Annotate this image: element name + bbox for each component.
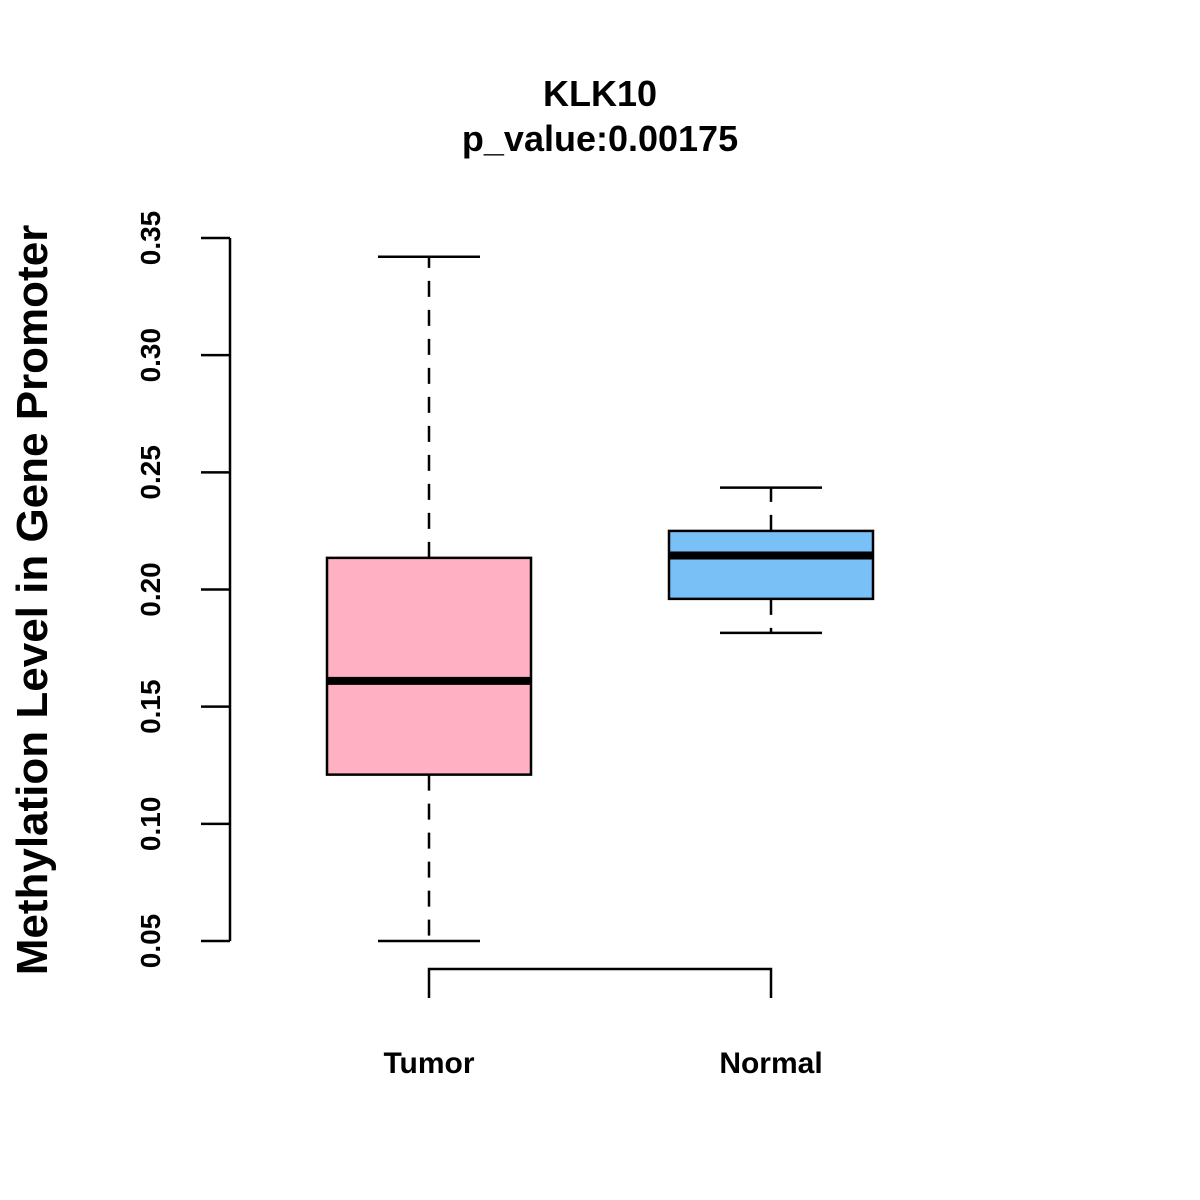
boxes	[325, 255, 875, 943]
box-tumor	[325, 255, 533, 943]
box-normal	[667, 486, 875, 635]
category-label-tumor: Tumor	[383, 1047, 474, 1080]
iqr-box	[667, 529, 875, 601]
chart-title: KLK10	[543, 73, 657, 114]
bracket-line	[427, 967, 773, 998]
y-axis: 0.05 0.10 0.15 0.20 0.25 0.30 0.35	[135, 211, 232, 969]
y-tick-label: 0.05	[135, 914, 166, 969]
y-tick-label: 0.30	[135, 328, 166, 383]
category-label-normal: Normal	[719, 1047, 822, 1080]
y-axis-label: Methylation Level in Gene Promoter	[8, 225, 57, 976]
y-tick-label: 0.25	[135, 445, 166, 500]
y-tick-label: 0.10	[135, 797, 166, 852]
iqr-box	[325, 556, 533, 776]
chart-subtitle: p_value:0.00175	[462, 118, 738, 159]
y-tick-label: 0.35	[135, 211, 166, 266]
category-labels: Tumor Normal	[383, 1047, 822, 1080]
comparison-bracket	[427, 967, 773, 998]
y-tick-label: 0.15	[135, 679, 166, 734]
y-tick-label: 0.20	[135, 562, 166, 617]
